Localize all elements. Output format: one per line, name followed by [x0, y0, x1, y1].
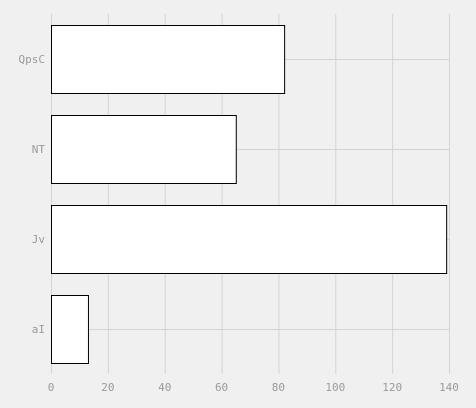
x-tick-label: 20 [101, 381, 114, 394]
x-tick-label: 0 [48, 381, 55, 394]
y-tick-label: aI [32, 323, 45, 336]
bar-layer [51, 25, 448, 364]
bar-aI [51, 295, 89, 364]
x-tick-label: 100 [325, 381, 345, 394]
x-tick-label: 40 [158, 381, 171, 394]
x-tick-label: 60 [215, 381, 228, 394]
y-tick-labels: QpsC NT Jv aI [19, 53, 46, 336]
x-tick-labels: 0 20 40 60 80 100 120 140 [48, 381, 459, 394]
y-tick-label: NT [32, 143, 46, 156]
bar-Jv [51, 205, 448, 274]
x-tick-label: 80 [272, 381, 285, 394]
y-tick-label: QpsC [19, 53, 46, 66]
bar-QpsC [51, 25, 286, 94]
x-tick-label: 140 [439, 381, 459, 394]
x-tick-label: 120 [382, 381, 402, 394]
y-tick-label: Jv [32, 233, 46, 246]
bar-NT [51, 115, 237, 184]
